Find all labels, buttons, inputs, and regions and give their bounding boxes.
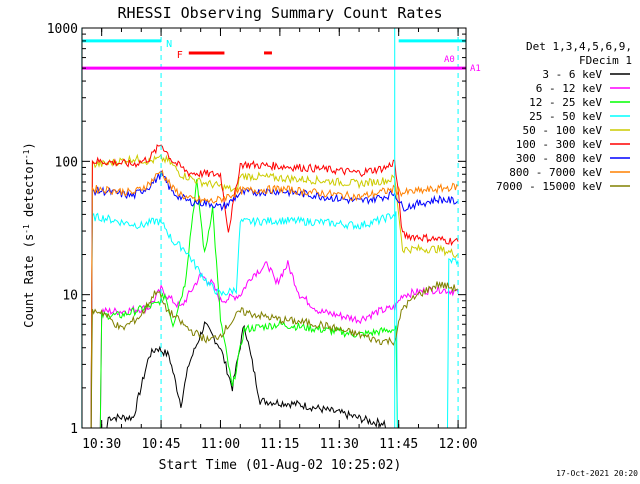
x-tick-label-6: 12:00 — [439, 437, 478, 452]
plot-frame — [81, 27, 467, 429]
legend-label-2: 12 - 25 keV — [529, 96, 602, 109]
series-line-5 — [81, 144, 459, 429]
chart-title: RHESSI Observing Summary Count Rates — [117, 4, 442, 22]
legend-header-0: Det 1,3,4,5,6,9, — [526, 40, 632, 53]
series-line-0 — [81, 321, 395, 429]
legend-label-1: 6 - 12 keV — [536, 82, 603, 95]
series-line-6 — [81, 170, 459, 429]
legend-label-0: 3 - 6 keV — [542, 68, 602, 81]
legend-label-4: 50 - 100 keV — [523, 124, 603, 137]
attenuator-label: A0 — [444, 55, 455, 65]
plot-area: NF A0 A1 — [81, 27, 481, 429]
series-line-8 — [81, 281, 459, 429]
x-tick-label-5: 11:45 — [379, 437, 418, 452]
y-tick-label-1: 10 — [62, 289, 78, 304]
x-tick-label-2: 11:00 — [201, 437, 240, 452]
series-line-7 — [81, 169, 459, 429]
legend-label-6: 300 - 800 keV — [516, 152, 602, 165]
timestamp: 17-Oct-2021 20:20 — [556, 469, 638, 478]
y-axis-label: Count Rate (s-1 detector-1) — [22, 142, 37, 327]
legend-label-3: 25 - 50 keV — [529, 110, 602, 123]
y-tick-label-2: 100 — [55, 155, 78, 170]
y-axis-label-text: Count Rate (s-1 detector-1) — [22, 142, 37, 327]
x-tick-label-3: 11:15 — [260, 437, 299, 452]
legend-label-8: 7000 - 15000 keV — [496, 180, 602, 193]
axis-ticks: 1 10 100 1000 10:30 10:45 11:00 11:15 11:30 11:45… — [47, 22, 478, 452]
x-tick-label-1: 10:45 — [142, 437, 181, 452]
attenuator-label-right: A1 — [470, 64, 481, 74]
legend-header-1: FDecim 1 — [579, 54, 632, 67]
x-tick-label-0: 10:30 — [82, 437, 121, 452]
night-label: N — [166, 39, 172, 50]
series-line-4 — [81, 153, 459, 429]
y-tick-label-3: 1000 — [47, 22, 78, 37]
series-line-2 — [81, 179, 399, 429]
legend-label-7: 800 - 7000 keV — [509, 166, 602, 179]
y-tick-label-0: 1 — [70, 422, 78, 437]
series-line-3 — [81, 211, 459, 429]
x-tick-label-4: 11:30 — [320, 437, 359, 452]
x-axis-label: Start Time (01-Aug-02 10:25:02) — [159, 458, 402, 473]
flare-label: F — [177, 50, 183, 61]
legend-label-5: 100 - 300 keV — [516, 138, 602, 151]
